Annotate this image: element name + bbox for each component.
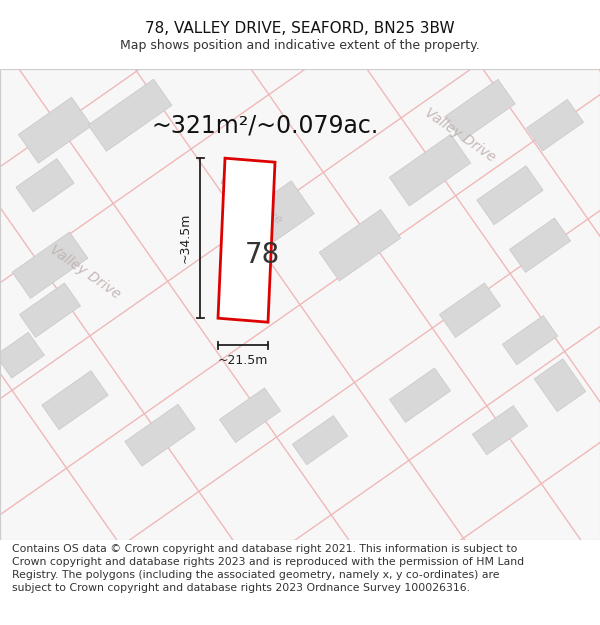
Polygon shape [477,166,543,224]
Polygon shape [502,316,557,365]
Text: 78, VALLEY DRIVE, SEAFORD, BN25 3BW: 78, VALLEY DRIVE, SEAFORD, BN25 3BW [145,21,455,36]
Polygon shape [16,159,74,212]
Polygon shape [319,209,401,281]
Polygon shape [125,404,195,466]
Text: ~321m²/~0.079ac.: ~321m²/~0.079ac. [151,113,379,137]
Polygon shape [389,134,471,206]
Text: Contains OS data © Crown copyright and database right 2021. This information is : Contains OS data © Crown copyright and d… [12,544,524,593]
Polygon shape [19,283,80,338]
Text: Valley Drive: Valley Drive [422,106,498,165]
Polygon shape [88,79,172,151]
Polygon shape [509,218,571,272]
Text: ~21.5m: ~21.5m [218,354,268,367]
Polygon shape [389,368,451,423]
Text: Map shows position and indicative extent of the property.: Map shows position and indicative extent… [120,39,480,52]
Polygon shape [0,332,44,378]
Polygon shape [439,283,500,338]
Text: ~34.5m: ~34.5m [179,213,192,263]
Polygon shape [292,416,347,465]
Polygon shape [534,359,586,412]
Polygon shape [218,158,275,322]
Text: 78: 78 [244,241,280,269]
Polygon shape [220,388,281,442]
Polygon shape [12,232,88,298]
Polygon shape [445,79,515,141]
Polygon shape [472,406,527,455]
Text: Valley Drive: Valley Drive [47,242,123,302]
Polygon shape [226,181,314,259]
Text: Valley Drive: Valley Drive [215,173,284,227]
Polygon shape [526,99,584,151]
Polygon shape [42,371,108,429]
Polygon shape [19,98,92,163]
